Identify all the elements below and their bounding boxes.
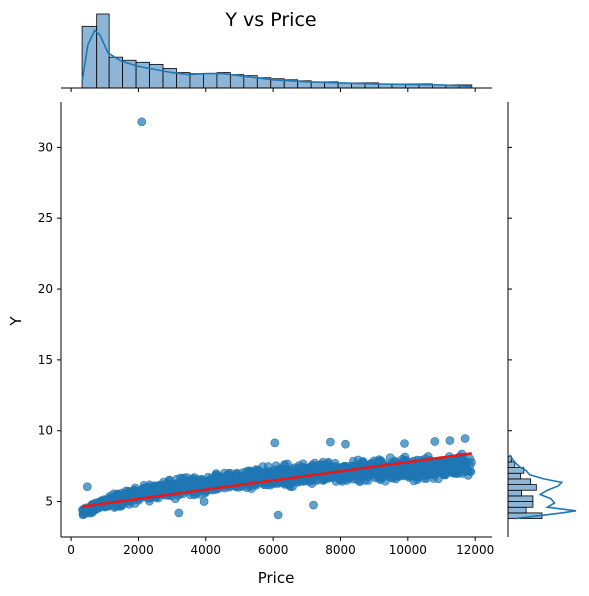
histogram-bar [507, 489, 523, 497]
kde-curve [509, 454, 577, 520]
data-point [175, 481, 185, 491]
data-point [402, 466, 411, 476]
x-tick-label: 6000 [258, 543, 289, 557]
outlier-point [273, 510, 283, 520]
data-point [415, 471, 424, 481]
outlier-point [341, 439, 350, 449]
data-point [441, 463, 450, 473]
data-point [91, 505, 100, 514]
data-point [280, 479, 290, 489]
data-point [378, 467, 387, 477]
data-point [310, 461, 320, 471]
x-tick-label: 4000 [191, 543, 222, 557]
data-point [318, 457, 328, 467]
x-tick-label: 2000 [123, 543, 154, 557]
histogram-bar [108, 56, 124, 89]
regression-line [81, 452, 472, 508]
y-tick-label: 20 [38, 282, 53, 296]
y-tick-label: 25 [38, 211, 53, 225]
outlier-point [460, 434, 470, 443]
outlier-point [400, 439, 409, 448]
data-point [250, 467, 260, 477]
outlier-point [270, 438, 280, 448]
histogram-bar [507, 501, 534, 508]
data-point [117, 501, 126, 511]
data-point [409, 476, 419, 486]
x-tick-label: 0 [67, 543, 75, 557]
data-point [294, 463, 304, 473]
data-points [78, 117, 476, 520]
x-tick-label: 10000 [389, 543, 427, 557]
outlier-point [309, 500, 318, 510]
data-point [453, 464, 463, 474]
data-point [154, 484, 164, 494]
histogram-bar [507, 506, 527, 514]
histogram-bar [203, 73, 218, 89]
data-point [239, 472, 249, 481]
x-tick-label: 12000 [456, 543, 494, 557]
y-axis-label: Y [7, 316, 25, 327]
x-tick-label: 8000 [325, 543, 356, 557]
outlier-point [83, 482, 92, 492]
histogram-bar [149, 63, 164, 89]
y-tick-label: 10 [38, 424, 53, 438]
data-point [79, 509, 89, 518]
y-tick-label: 5 [45, 495, 53, 509]
data-point [210, 474, 219, 483]
outlier-point [445, 436, 455, 445]
histogram-bar [507, 472, 521, 480]
marginal-y-histogram [507, 102, 577, 537]
data-point [166, 481, 176, 491]
data-point [307, 479, 317, 488]
data-point [424, 464, 433, 474]
data-point [113, 489, 122, 499]
histogram-bar [81, 25, 98, 89]
histogram-bar [507, 495, 534, 502]
data-point [266, 467, 276, 477]
data-point [335, 474, 345, 484]
y-tick-label: 15 [38, 353, 53, 367]
outlier-point [174, 508, 184, 518]
data-point [120, 490, 130, 500]
data-point [131, 486, 140, 495]
data-point [194, 478, 203, 488]
histogram-bar [507, 484, 537, 491]
chart-title: Y vs Price [224, 9, 316, 31]
x-axis-label: Price [258, 569, 295, 587]
outlier-point [199, 497, 209, 506]
histogram-bar [507, 461, 516, 468]
scatter-plot-area: 0 2000 4000 6000 8000 10000 12000 5 10 15 20 25 30 [38, 102, 494, 557]
data-point [395, 464, 404, 473]
histogram-bar [189, 73, 204, 89]
outlier-point [430, 437, 440, 446]
marginal-x-histogram [61, 13, 492, 92]
y-tick-label: 30 [38, 140, 53, 154]
data-point [463, 470, 473, 480]
data-point [232, 472, 241, 482]
histogram-bar [507, 478, 532, 485]
outlier-point [326, 437, 335, 447]
kde-curve [81, 29, 472, 88]
outlier-point [137, 117, 147, 127]
